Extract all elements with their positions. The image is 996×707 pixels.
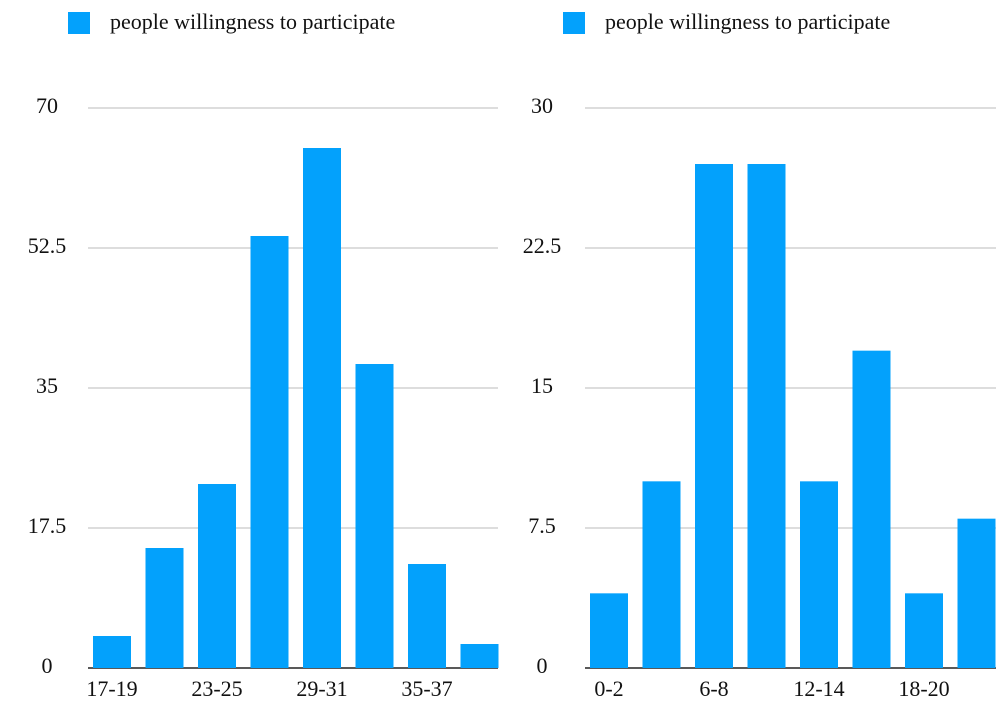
y-tick-label: 30 xyxy=(531,93,553,118)
bar xyxy=(355,364,394,668)
x-tick-label: 29-31 xyxy=(296,676,347,701)
legend-label: people willingness to participate xyxy=(605,9,890,34)
y-tick-label: 0 xyxy=(537,653,548,678)
legend-label: people willingness to participate xyxy=(110,9,395,34)
x-tick-label: 23-25 xyxy=(191,676,242,701)
bar xyxy=(408,564,446,668)
bar xyxy=(852,350,891,668)
bar xyxy=(198,484,236,668)
y-tick-label: 0 xyxy=(42,653,53,678)
bar xyxy=(957,518,996,668)
y-tick-label: 7.5 xyxy=(528,513,556,538)
x-tick-label: 18-20 xyxy=(898,676,949,701)
bar xyxy=(590,593,628,668)
bar xyxy=(800,481,838,668)
legend-swatch xyxy=(68,12,90,34)
x-tick-label: 0-2 xyxy=(594,676,623,701)
x-tick-label: 12-14 xyxy=(793,676,844,701)
bar xyxy=(642,481,681,668)
y-tick-label: 52.5 xyxy=(28,233,67,258)
x-tick-label: 6-8 xyxy=(699,676,728,701)
y-tick-label: 70 xyxy=(36,93,58,118)
y-tick-label: 15 xyxy=(531,373,553,398)
bar xyxy=(905,593,943,668)
legend-swatch xyxy=(563,12,585,34)
bar xyxy=(747,164,786,668)
bar xyxy=(460,644,499,668)
y-tick-label: 17.5 xyxy=(28,513,67,538)
bar xyxy=(303,148,341,668)
bar xyxy=(145,548,184,668)
x-tick-label: 17-19 xyxy=(86,676,137,701)
bar xyxy=(93,636,131,668)
x-tick-label: 35-37 xyxy=(401,676,452,701)
bar xyxy=(695,164,733,668)
y-tick-label: 35 xyxy=(36,373,58,398)
y-tick-label: 22.5 xyxy=(523,233,562,258)
bar xyxy=(250,236,289,668)
